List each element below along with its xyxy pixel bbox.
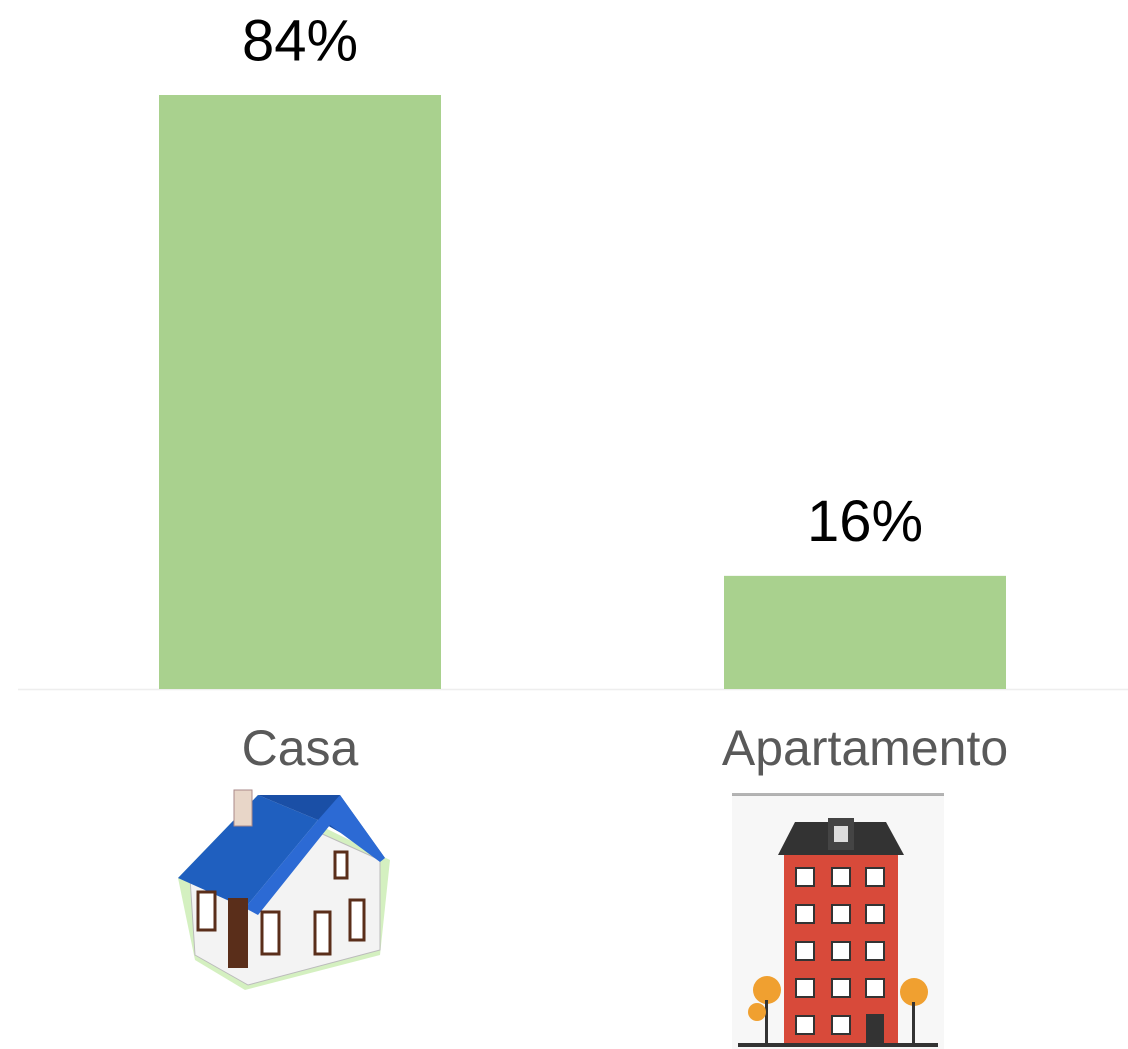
bar — [724, 576, 1006, 689]
house-icon — [178, 790, 390, 990]
page: 84%Casa16%Apartamento (() => { const dat… — [0, 0, 1128, 1049]
x-tick-label: Apartamento — [722, 720, 1008, 776]
building-icon — [732, 793, 944, 1049]
bar — [159, 95, 441, 689]
value-label: 84% — [242, 8, 358, 73]
chart: 84% Casa 16% Apartamento — [0, 0, 1128, 1049]
x-tick-label: Casa — [242, 720, 359, 776]
value-label: 16% — [807, 489, 923, 554]
